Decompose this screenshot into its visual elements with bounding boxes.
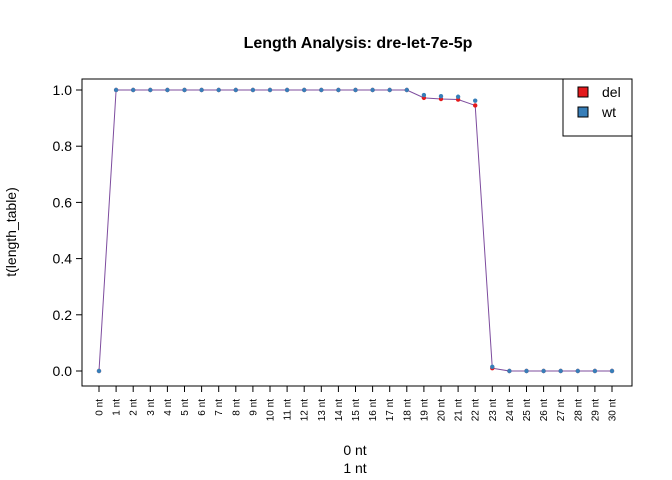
data-point-wt (148, 87, 153, 93)
data-point-wt (609, 368, 615, 374)
x-tick-label: 11 nt (283, 399, 294, 421)
data-point-wt (182, 87, 187, 93)
series-layer (96, 87, 615, 374)
x-tick-label: 30 nt (608, 399, 619, 421)
x-tick-label: 5 nt (180, 399, 191, 416)
data-point-wt (558, 368, 563, 374)
x-tick-label: 18 nt (402, 399, 413, 421)
data-point-wt (524, 368, 529, 374)
data-point-wt (370, 87, 375, 93)
series-line (98, 89, 612, 372)
x-tick-label: 1 nt (112, 399, 123, 416)
legend: del wt (562, 78, 633, 137)
x-tick-label: 21 nt (454, 399, 465, 421)
x-tick-label: 24 nt (505, 399, 516, 421)
x-tick-label: 17 nt (385, 399, 396, 421)
y-tick-label: 0.0 (53, 363, 73, 379)
data-point-wt (250, 87, 256, 93)
data-point-wt (233, 87, 238, 93)
y-axis: 0.0 0.2 0.4 0.6 0.8 1.0 (53, 82, 83, 379)
data-point-wt (113, 87, 119, 93)
x-tick-label: 26 nt (539, 399, 550, 421)
x-tick-label: 16 nt (368, 399, 379, 421)
data-point-wt (165, 87, 170, 93)
data-point-wt (353, 87, 358, 93)
data-point-wt (455, 94, 461, 99)
y-tick-label: 0.2 (53, 307, 73, 323)
data-point-wt (284, 87, 290, 93)
data-point-wt (421, 92, 427, 98)
y-tick-label: 0.4 (53, 251, 73, 267)
data-point-wt (404, 87, 409, 93)
data-point-wt (438, 93, 444, 99)
x-tick-label: 27 nt (556, 399, 567, 421)
x-tick-label: 29 nt (590, 399, 601, 421)
data-point-wt (575, 368, 580, 374)
data-point-wt (490, 364, 495, 369)
data-point-del (473, 103, 478, 108)
x-tick-label: 0 nt (95, 399, 106, 416)
chart-title: Length Analysis: dre-let-7e-5p (244, 35, 473, 52)
data-point-wt (267, 87, 273, 93)
x-tick-label: 15 nt (351, 399, 362, 421)
data-point-wt (216, 87, 221, 93)
x-tick-label: 13 nt (317, 399, 328, 421)
data-point-wt (336, 87, 341, 93)
y-tick-label: 0.6 (53, 194, 73, 210)
data-point-wt (592, 368, 598, 374)
legend-box (562, 78, 633, 137)
legend-label-del: del (602, 84, 621, 100)
data-point-wt (387, 87, 392, 93)
x-tick-label: 20 nt (437, 399, 448, 421)
data-point-wt (541, 368, 546, 374)
x-tick-label: 10 nt (266, 399, 277, 421)
y-tick-label: 1.0 (53, 82, 73, 98)
x-tick-label: 22 nt (471, 399, 482, 421)
data-point-wt (199, 87, 204, 93)
data-point-wt (131, 87, 136, 93)
x-axis-label-line-2: 1 nt (343, 460, 366, 476)
legend-label-wt: wt (601, 104, 616, 120)
x-tick-label: 8 nt (231, 399, 242, 416)
x-tick-label: 4 nt (163, 399, 174, 416)
x-tick-label: 3 nt (146, 399, 157, 416)
x-tick-label: 25 nt (522, 399, 533, 421)
x-tick-label: 7 nt (214, 399, 225, 416)
x-tick-label: 2 nt (129, 399, 140, 416)
data-point-wt (507, 368, 512, 374)
x-tick-label: 28 nt (573, 399, 584, 421)
data-point-wt (302, 87, 307, 93)
x-tick-label: 12 nt (300, 399, 311, 421)
x-tick-label: 19 nt (419, 399, 430, 421)
legend-swatch-del (577, 86, 589, 98)
plot-area (81, 78, 633, 387)
data-point-wt (319, 87, 324, 93)
x-axis-label-line-1: 0 nt (343, 442, 366, 458)
x-tick-label: 9 nt (248, 399, 259, 416)
x-tick-label: 14 nt (334, 399, 345, 421)
legend-swatch-wt (577, 106, 589, 118)
x-tick-label: 6 nt (197, 399, 208, 416)
data-point-wt (96, 368, 102, 374)
data-point-wt (473, 98, 478, 103)
y-axis-label: t(length_table) (3, 187, 19, 277)
x-tick-label: 23 nt (488, 399, 499, 421)
x-axis: 0 nt 1 nt 2 nt 3 nt 4 nt 5 nt 6 nt 7 nt 8 nt 9 nt… (95, 385, 619, 421)
y-tick-label: 0.8 (53, 138, 73, 154)
